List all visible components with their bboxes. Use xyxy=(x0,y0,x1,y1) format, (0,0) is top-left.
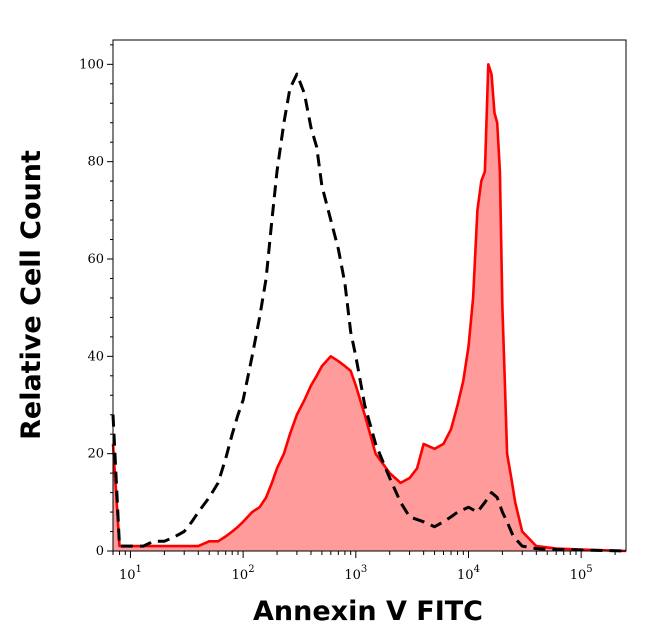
x-tick-label: 104 xyxy=(457,564,480,583)
x-tick-label: 101 xyxy=(119,564,142,583)
y-tick-label: 60 xyxy=(87,252,104,267)
plot-frame xyxy=(112,39,627,552)
y-tick-label: 100 xyxy=(79,57,104,72)
y-tick-label: 40 xyxy=(87,349,104,364)
x-tick-label: 102 xyxy=(232,564,255,583)
y-tick-label: 20 xyxy=(87,447,104,462)
series-line-filled xyxy=(111,63,627,553)
plot-area xyxy=(111,63,627,553)
x-tick-label: 105 xyxy=(570,564,593,583)
y-tick-label: 80 xyxy=(87,155,104,170)
x-axis-title: Annexin V FITC xyxy=(253,596,483,627)
y-tick-label: 0 xyxy=(96,544,104,559)
series-fill-area xyxy=(113,64,626,552)
y-axis-title: Relative Cell Count xyxy=(16,150,47,440)
x-tick-label: 103 xyxy=(344,564,367,583)
series-line-dashed xyxy=(111,72,627,553)
axes: 0 20 40 60 80 100 101 102 103 104 105 xyxy=(79,44,616,583)
